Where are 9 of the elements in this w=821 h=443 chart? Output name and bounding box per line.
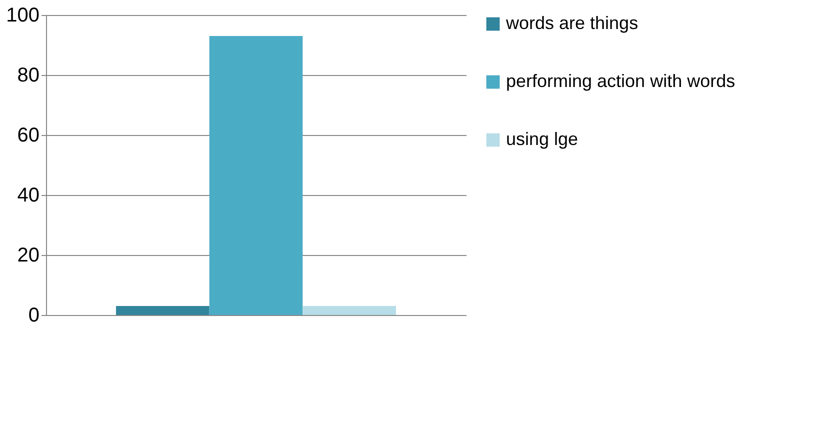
y-tick-label: 60 bbox=[17, 124, 40, 146]
legend-label: words are things bbox=[505, 13, 638, 33]
legend-label: using lge bbox=[506, 129, 578, 149]
legend-label: performing action with words bbox=[506, 71, 736, 91]
y-tick-label: 0 bbox=[28, 304, 40, 326]
y-tick-label: 20 bbox=[17, 244, 40, 266]
y-tick-label: 80 bbox=[17, 64, 40, 86]
y-tick-label: 100 bbox=[6, 4, 40, 26]
y-tick-label: 40 bbox=[17, 184, 40, 206]
